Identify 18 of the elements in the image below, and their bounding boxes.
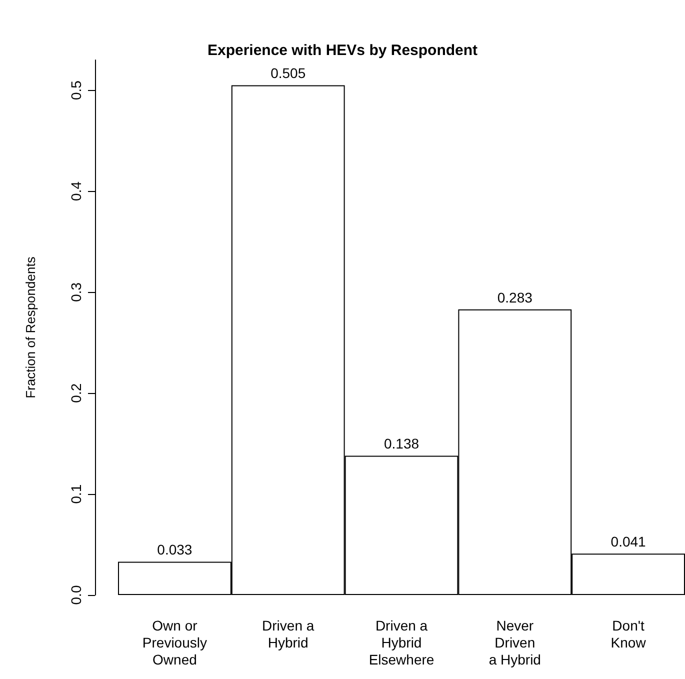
data-label: 0.041: [610, 534, 646, 550]
data-label: 0.283: [497, 289, 533, 306]
data-label: 0.505: [270, 65, 306, 82]
y-tick-label: 0.1: [68, 484, 84, 504]
x-tick-label: Driven a Hybrid: [262, 618, 314, 650]
x-tick-label: Don't Know: [610, 618, 647, 650]
data-label: 0.138: [384, 436, 420, 452]
y-tick-label: 0.3: [68, 282, 84, 302]
y-tick-label: 0.2: [68, 383, 84, 403]
y-tick-label: 0.4: [68, 181, 84, 201]
y-tick-label: 0.5: [68, 80, 84, 100]
chart-title: Experience with HEVs by Respondent: [207, 42, 478, 59]
x-tick-label: Driven a Hybrid Elsewhere: [368, 618, 434, 668]
data-label: 0.033: [157, 542, 192, 558]
x-tick-label: Own or Previously Owned: [142, 618, 207, 668]
y-axis-title: Fraction of Respondents: [23, 256, 38, 398]
y-tick-label: 0.0: [68, 585, 84, 605]
x-tick-label: Never Driven a Hybrid: [488, 618, 541, 668]
